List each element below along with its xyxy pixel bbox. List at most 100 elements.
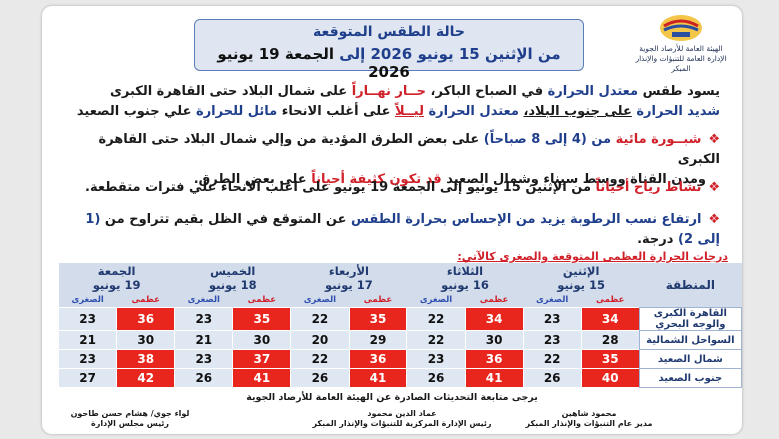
low-label: الصغرى xyxy=(58,293,117,308)
high-cell: 35 xyxy=(232,307,292,331)
intro-text: معتدل الحرارة xyxy=(547,84,639,99)
intro-text: على شمال البلاد حتى القاهرة الكبرى xyxy=(109,84,348,99)
low-cell: 23 xyxy=(57,349,118,369)
range-from: من الإثنين 15 يونيو 2026 xyxy=(370,45,561,63)
low-label: الصغرى xyxy=(523,293,582,308)
bullet-text: نشاط رياح أحياناً xyxy=(595,180,702,195)
high-cell: 34 xyxy=(580,307,640,331)
low-cell: 23 xyxy=(522,330,582,350)
day-header: الثلاثاء 16 يونيو xyxy=(406,263,524,293)
high-cell: 30 xyxy=(232,330,292,350)
low-cell: 22 xyxy=(406,307,466,331)
low-label: الصغرى xyxy=(290,293,350,308)
intro-text: مائل للحرارة xyxy=(196,104,278,119)
logo-line-1: الهيئة العامة للأرصاد الجوية xyxy=(639,44,723,53)
table-caption: درجات الحرارة العظمى المتوقعة والصغرى كا… xyxy=(457,250,728,263)
low-cell: 26 xyxy=(174,368,234,388)
day-header: الخميس 18 يونيو xyxy=(174,263,291,293)
signature-name: عماد الدين محمود xyxy=(367,409,437,418)
high-cell: 41 xyxy=(232,368,292,388)
bullet-text: من (4 إلى 8 صباحاً) xyxy=(483,132,612,147)
bullet-text: على بعض الطرق المؤدية من وإلي شمال البلا… xyxy=(98,132,720,167)
bullet-text: ارتفاع نسب الرطوبة يزيد من الإحساس بحرار… xyxy=(351,212,702,227)
signature-middle: عماد الدين محمود رئيس الإدارة المركزية ل… xyxy=(297,409,507,429)
diamond-bullet-icon: ❖ xyxy=(708,132,720,147)
region-header: المنطقة xyxy=(639,263,742,308)
bullet-text: قد تكون كثيفة أحياناً xyxy=(311,172,442,187)
high-cell: 36 xyxy=(116,307,176,331)
bullet-fog: ❖ شبــورة مائية من (4 إلى 8 صباحاً) على … xyxy=(60,130,720,190)
signature-left: لواء جوي/ هشام حسن طاحون رئيس مجلس الإدا… xyxy=(60,409,200,429)
signature-right: محمود شاهين مدير عام التنبؤات والإنذار ا… xyxy=(514,409,664,429)
bullet-text: من الإثنين 15 يونيو إلى الجمعة 19 يونيو … xyxy=(85,180,591,195)
high-cell: 28 xyxy=(580,330,640,350)
low-label: الصغرى xyxy=(406,293,466,308)
signature-name: لواء جوي/ هشام حسن طاحون xyxy=(70,409,190,418)
bullet-text: درجة. xyxy=(637,232,674,247)
high-cell: 38 xyxy=(116,349,176,369)
low-label: الصغرى xyxy=(174,293,233,308)
footer-note: يرجى متابعة التحديثات الصادرة عن الهيئة … xyxy=(246,392,538,403)
range-to-word: إلى xyxy=(339,45,366,63)
low-cell: 21 xyxy=(57,330,118,350)
low-cell: 26 xyxy=(522,368,582,388)
low-cell: 23 xyxy=(174,307,234,331)
low-cell: 23 xyxy=(522,307,582,331)
high-cell: 34 xyxy=(464,307,524,331)
logo-line-2: الإدارة العامة للتنبؤات والإنذار المبكر xyxy=(635,54,727,73)
high-cell: 41 xyxy=(464,368,524,388)
region-cell: شمال الصعيد xyxy=(638,349,742,369)
day-header: الأربعاء 17 يونيو xyxy=(290,263,407,293)
low-cell: 26 xyxy=(406,368,466,388)
low-cell: 23 xyxy=(174,349,234,369)
table-row: القاهرة الكبرى والوجه البحري 34 23 34 22… xyxy=(57,307,742,331)
high-cell: 29 xyxy=(348,330,408,350)
low-cell: 21 xyxy=(174,330,234,350)
low-cell: 26 xyxy=(290,368,350,388)
low-cell: 23 xyxy=(406,349,466,369)
intro-text: حــار نهــاراً xyxy=(351,84,427,99)
high-label: عظمى xyxy=(581,293,640,308)
bullet-text: شبــورة مائية xyxy=(615,132,702,147)
ema-logo: الهيئة العامة للأرصاد الجوية الإدارة الع… xyxy=(626,12,736,74)
bullet-wind: ❖ نشاط رياح أحياناً من الإثنين 15 يونيو … xyxy=(60,178,720,198)
high-cell: 42 xyxy=(116,368,176,388)
low-cell: 27 xyxy=(57,368,118,388)
signature-title: رئيس الإدارة المركزية للتنبؤات والإنذار … xyxy=(312,419,492,428)
region-cell: السواحل الشمالية xyxy=(638,330,742,350)
signature-title: رئيس مجلس الإدارة xyxy=(91,419,169,428)
intro-line-2: شديد الحرارة على جنوب البلاد، معتدل الحر… xyxy=(60,102,720,122)
ema-emblem-icon xyxy=(658,12,704,44)
high-cell: 30 xyxy=(464,330,524,350)
intro-line-1: يسود طقس معتدل الحرارة في الصباح الباكر،… xyxy=(60,82,720,102)
intro-text: شديد الحرارة xyxy=(636,104,720,119)
intro-paragraph: يسود طقس معتدل الحرارة في الصباح الباكر،… xyxy=(60,82,720,122)
bullet-text: على بعض الطرق. xyxy=(193,172,307,187)
title-box: حالة الطقس المتوقعة من الإثنين 15 يونيو … xyxy=(194,19,584,81)
low-cell: 22 xyxy=(290,307,350,331)
date-range: من الإثنين 15 يونيو 2026 إلى الجمعة 19 ي… xyxy=(195,45,583,81)
temperature-table: المنطقة الإثنين 15 يونيو الثلاثاء 16 يونيو… xyxy=(57,263,742,388)
diamond-bullet-icon: ❖ xyxy=(708,212,720,227)
high-cell: 40 xyxy=(580,368,640,388)
high-cell: 35 xyxy=(580,349,640,369)
intro-text: ليــلاً xyxy=(395,104,424,119)
low-cell: 22 xyxy=(406,330,466,350)
high-label: عظمى xyxy=(349,293,407,308)
intro-text: يسود طقس xyxy=(642,84,720,99)
table-row: شمال الصعيد 35 22 36 23 36 22 37 23 38 2… xyxy=(57,349,742,369)
intro-text: على أغلب الانحاء xyxy=(281,104,391,119)
bullet-humidity: ❖ ارتفاع نسب الرطوبة يزيد من الإحساس بحر… xyxy=(60,210,720,250)
page-title: حالة الطقس المتوقعة xyxy=(313,24,465,40)
high-cell: 36 xyxy=(464,349,524,369)
bullet-text: ومدن القناة ووسط سيناء وشمال الصعيد xyxy=(446,172,706,187)
intro-text: على جنوب البلاد، xyxy=(523,104,632,119)
diamond-bullet-icon: ❖ xyxy=(708,180,720,195)
high-cell: 35 xyxy=(348,307,408,331)
high-cell: 41 xyxy=(348,368,408,388)
intro-text: علي جنوب الصعيد xyxy=(76,104,192,119)
low-cell: 22 xyxy=(290,349,350,369)
high-cell: 37 xyxy=(232,349,292,369)
day-header: الجمعة 19 يونيو xyxy=(58,263,175,293)
bulletin-card: حالة الطقس المتوقعة من الإثنين 15 يونيو … xyxy=(42,6,742,434)
